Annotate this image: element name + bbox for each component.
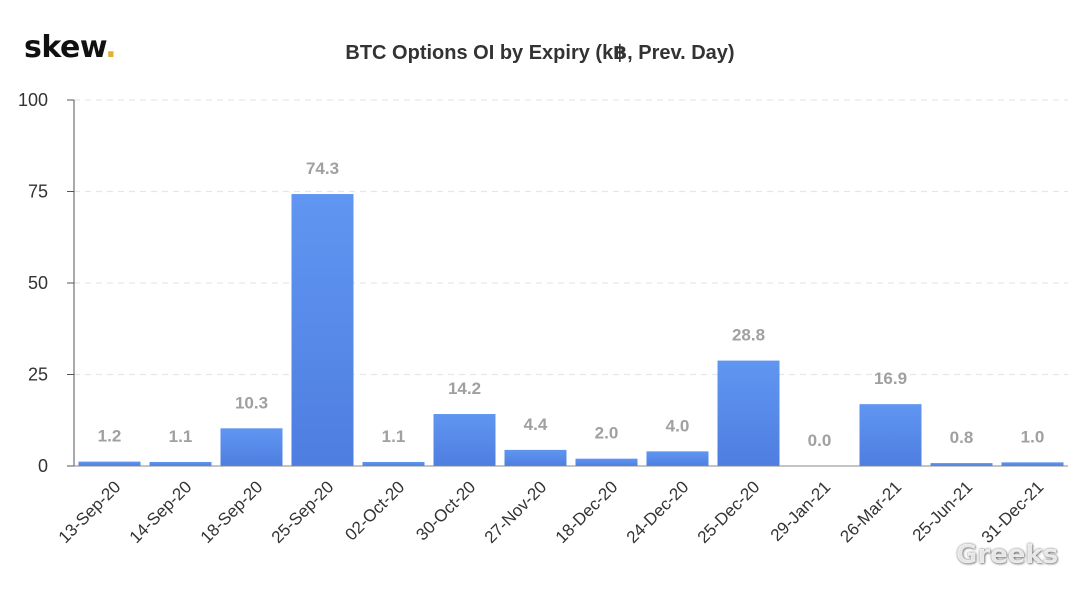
data-label-13-Sep-20: 1.2	[98, 427, 122, 446]
x-tick-label-25-Dec-20: 25-Dec-20	[694, 477, 764, 547]
x-tick-label-24-Dec-20: 24-Dec-20	[623, 477, 693, 547]
x-tick-label-25-Jun-21: 25-Jun-21	[909, 477, 977, 545]
chart-title: BTC Options OI by Expiry (k฿, Prev. Day)	[345, 42, 735, 64]
logo-text: skew	[24, 30, 106, 65]
bar-30-Oct-20	[433, 414, 496, 466]
data-label-27-Nov-20: 4.4	[524, 415, 548, 434]
data-label-18-Dec-20: 2.0	[595, 424, 619, 443]
data-label-14-Sep-20: 1.1	[169, 427, 193, 446]
x-tick-label-02-Oct-20: 02-Oct-20	[341, 477, 408, 544]
x-tick-label-30-Oct-20: 30-Oct-20	[412, 477, 479, 544]
x-tick-label-18-Dec-20: 18-Dec-20	[552, 477, 622, 547]
x-tick-label-18-Sep-20: 18-Sep-20	[197, 477, 267, 547]
bar-18-Dec-20	[575, 458, 638, 466]
x-tick-label-25-Sep-20: 25-Sep-20	[268, 477, 338, 547]
y-tick-label-4: 100	[18, 90, 48, 110]
bar-24-Dec-20	[646, 451, 709, 466]
bar-02-Oct-20	[362, 461, 425, 466]
x-tick-label-31-Dec-21: 31-Dec-21	[978, 477, 1048, 547]
bar-25-Sep-20	[291, 194, 354, 466]
watermark: Greeks	[922, 540, 1058, 570]
bar-27-Nov-20	[504, 449, 567, 466]
wechat-icon	[922, 544, 950, 567]
x-tick-label-14-Sep-20: 14-Sep-20	[126, 477, 196, 547]
data-label-30-Oct-20: 14.2	[448, 379, 481, 398]
watermark-text: Greeks	[956, 540, 1059, 570]
data-label-26-Mar-21: 16.9	[874, 369, 907, 388]
y-tick-label-1: 25	[28, 365, 48, 385]
bar-25-Jun-21	[930, 463, 993, 466]
y-tick-label-0: 0	[38, 456, 48, 476]
bar-18-Sep-20	[220, 428, 283, 466]
x-tick-label-26-Mar-21: 26-Mar-21	[836, 477, 905, 546]
data-label-24-Dec-20: 4.0	[666, 416, 690, 435]
y-tick-label-3: 75	[28, 182, 48, 202]
data-label-02-Oct-20: 1.1	[382, 427, 406, 446]
bar-25-Dec-20	[717, 360, 780, 466]
data-label-25-Sep-20: 74.3	[306, 159, 339, 178]
bar-31-Dec-21	[1001, 462, 1064, 466]
x-tick-label-27-Nov-20: 27-Nov-20	[481, 477, 551, 547]
data-label-29-Jan-21: 0.0	[808, 431, 832, 450]
logo-dot: .	[105, 30, 117, 65]
data-label-18-Sep-20: 10.3	[235, 393, 268, 412]
data-label-31-Dec-21: 1.0	[1021, 427, 1045, 446]
bar-13-Sep-20	[78, 461, 141, 466]
bar-26-Mar-21	[859, 404, 922, 466]
x-tick-label-13-Sep-20: 13-Sep-20	[55, 477, 125, 547]
data-label-25-Jun-21: 0.8	[950, 428, 974, 447]
y-tick-label-2: 50	[28, 273, 48, 293]
data-label-25-Dec-20: 28.8	[732, 326, 765, 345]
x-tick-label-29-Jan-21: 29-Jan-21	[767, 477, 835, 545]
bar-14-Sep-20	[149, 461, 212, 466]
skew-logo: skew.	[24, 30, 117, 65]
